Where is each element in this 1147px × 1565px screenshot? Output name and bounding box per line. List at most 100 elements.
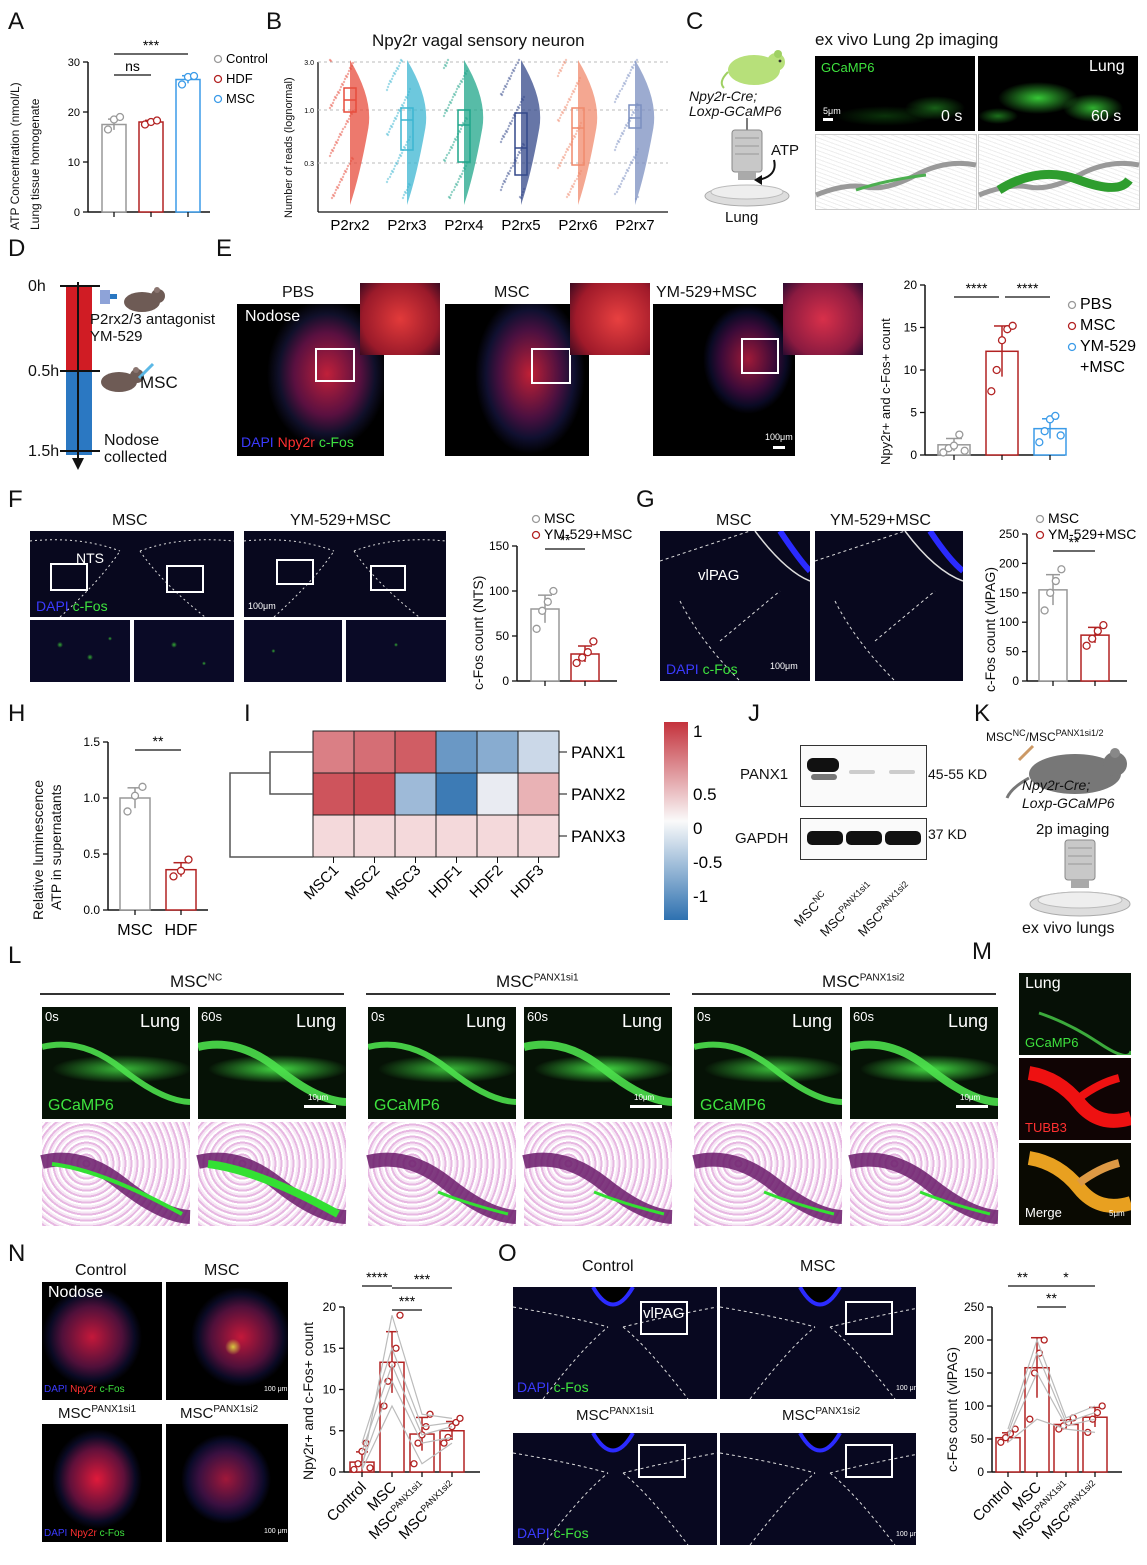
scale-o: 100 μm: [896, 1531, 916, 1538]
scatter-point: [625, 168, 629, 172]
data-point: [138, 782, 147, 791]
scatter-point: [503, 84, 507, 88]
scatter-point: [458, 82, 462, 86]
scatter-point: [629, 68, 633, 72]
x-tick-label: P2rx3: [387, 217, 426, 234]
scatter-point: [394, 161, 398, 165]
data-point: [987, 387, 996, 396]
scatter-point: [452, 188, 456, 192]
data-point: [1098, 1402, 1106, 1410]
scale-m: 5μm: [1109, 1209, 1125, 1218]
data-point: [1057, 565, 1066, 574]
scatter-point: [453, 93, 457, 97]
scatter-point: [613, 192, 617, 196]
scatter-point: [573, 87, 577, 91]
scatter-point: [333, 191, 337, 195]
scatter-point: [518, 195, 522, 199]
scatter-point: [460, 80, 464, 84]
colorbar-label: 0: [693, 819, 702, 838]
colorbar-label: -0.5: [693, 853, 722, 872]
sig-label-h: **: [153, 733, 164, 749]
scatter-point: [342, 80, 346, 84]
scatter-point: [630, 65, 634, 69]
scatter-point: [388, 127, 392, 131]
x-tick-label: HDF: [165, 922, 198, 939]
outline-c-0s: [815, 134, 977, 210]
scatter-point: [627, 166, 631, 170]
scatter-point: [385, 132, 389, 136]
data-point: [578, 653, 587, 662]
scatter-point: [398, 153, 402, 157]
image-n-si2: 100 μm: [166, 1424, 288, 1542]
scatter-point: [332, 146, 336, 150]
scatter-point: [499, 188, 503, 192]
scatter-point: [392, 119, 396, 123]
scatter-point: [335, 93, 339, 97]
stain-npy-n: Npy2r: [70, 1384, 97, 1395]
image-n-msc: 100 μm: [166, 1282, 288, 1400]
legend-label: YM-529: [1080, 338, 1136, 355]
scatter-point: [400, 151, 404, 155]
scatter-point: [574, 132, 578, 136]
scatter-point: [338, 132, 342, 136]
scatter-point: [450, 98, 454, 102]
scale-n: 100 μm: [264, 1386, 288, 1393]
x-tick-label: MSCPANX1si2: [395, 1478, 460, 1543]
data-point: [414, 1439, 422, 1447]
gcamp-label-c: GCaMP6: [821, 60, 875, 75]
legend-label: +MSC: [1080, 359, 1125, 376]
scatter-point: [560, 66, 564, 70]
scatter-point: [393, 72, 397, 76]
scatter-point: [505, 174, 509, 178]
scatter-point: [560, 158, 564, 162]
paired-line: [1007, 1351, 1096, 1434]
scatter-point: [459, 79, 463, 83]
colorbar: [664, 722, 688, 920]
scatter-point: [394, 117, 398, 121]
group-l-2: MSCPANX1si2: [822, 972, 905, 991]
image-l-gcamp: 0s Lung GCaMP6: [368, 1007, 516, 1119]
image-l-heatmap: [366, 1122, 517, 1226]
scatter-point: [339, 85, 343, 89]
legend-label: MSC: [1048, 510, 1079, 526]
scatter-point: [328, 58, 332, 62]
scatter-point: [402, 101, 406, 105]
scatter-point: [632, 111, 636, 115]
image-l-gcamp: 0s Lung GCaMP6: [42, 1007, 190, 1119]
sig-label-e-1: ****: [966, 280, 988, 296]
drug-d: YM-529: [90, 328, 143, 345]
image-g-msc: vlPAG DAPI c-Fos 100μm: [660, 531, 810, 681]
scatter-point: [568, 142, 572, 146]
data-point: [189, 71, 199, 81]
scatter-point: [619, 134, 623, 138]
time-c-0: 0 s: [941, 108, 963, 125]
scatter-point: [333, 95, 337, 99]
heatmap-cell: [435, 814, 478, 858]
data-point: [123, 807, 132, 816]
time-label-l: 0s: [371, 1009, 385, 1024]
y-tick-label: 5: [329, 1424, 336, 1438]
scatter-point: [388, 79, 392, 83]
scatter-point: [566, 148, 570, 152]
scatter-point: [334, 188, 338, 192]
scatter-point: [335, 141, 339, 145]
scatter-point: [456, 84, 460, 88]
scatter-point: [613, 148, 617, 152]
scatter-point: [452, 92, 456, 96]
axis-label-o: c-Fos count (vlPAG): [944, 1347, 960, 1472]
image-o-3: 100 μm: [720, 1433, 916, 1545]
scatter-point: [402, 193, 406, 197]
legend-marker: [1035, 530, 1045, 540]
scatter-point: [329, 151, 333, 155]
microscope-icon-k: [1029, 839, 1131, 917]
scatter-point: [395, 162, 399, 166]
group-f-msc: MSC: [112, 512, 148, 529]
data-point: [1051, 411, 1060, 421]
legend-marker: [213, 74, 223, 84]
scatter-point: [624, 123, 628, 127]
sig-label-n-1: ****: [366, 1269, 388, 1285]
scatter-point: [396, 67, 400, 71]
scatter-point: [617, 184, 621, 188]
x-tick-label: P2rx2: [330, 217, 369, 234]
image-o-1: 100 μm: [720, 1287, 916, 1399]
